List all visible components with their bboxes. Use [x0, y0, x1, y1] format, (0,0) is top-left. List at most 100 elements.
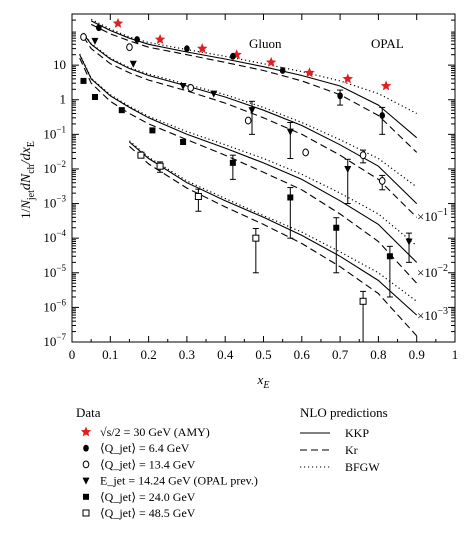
data-point-filled-square	[91, 93, 98, 100]
data-point-filled-circle	[230, 52, 236, 60]
x-tick-label: 0.9	[409, 347, 425, 362]
data-point-open-circle	[187, 83, 195, 92]
data-point-star	[112, 17, 124, 28]
legend-label: ⟨Q_jet⟩ = 6.4 GeV	[100, 441, 190, 455]
x-tick-label: 0	[69, 347, 76, 362]
data-point-filled-square	[149, 127, 156, 134]
x-tick-label: 0.3	[179, 347, 195, 362]
curve-solid-group-1	[90, 20, 418, 139]
data-point-open-circle	[244, 116, 252, 125]
legend-data-title: Data	[76, 405, 101, 420]
data-point-open-square	[359, 297, 367, 305]
y-tick-label: 10−6	[43, 297, 66, 314]
legend-marker-filled-circle	[83, 444, 89, 452]
y-tick-label: 10−5	[43, 263, 66, 280]
data-point-filled-triangle	[344, 165, 352, 173]
legend-label: ⟨Q_jet⟩ = 24.0 GeV	[100, 490, 196, 504]
data-point-open-circle	[80, 33, 87, 41]
legend-line-label: Kr	[345, 443, 358, 457]
legend-line-label: BFGW	[345, 460, 380, 474]
legend-marker-open-circle	[82, 460, 90, 469]
legend-line-label: KKP	[345, 426, 369, 440]
data-point-filled-triangle	[129, 60, 137, 68]
x-tick-label: 0.6	[294, 347, 311, 362]
axes: 0 0.1 0.2 0.3 0.4 0.5 0.6 0.7 0.8 0.9 1 10 1 10−1 10−2…	[43, 13, 459, 362]
data-point-star	[197, 43, 208, 54]
data-point-star	[380, 80, 392, 91]
data-point-open-square	[137, 151, 145, 159]
data-point-filled-circle	[379, 112, 386, 119]
y-axis-label: 1/NjetdNch/dxE	[18, 141, 37, 219]
scale-1-exp: −1	[437, 207, 448, 218]
curve-dashed-group-2	[83, 36, 418, 218]
prediction-curves	[79, 18, 418, 337]
legend-marker-star	[80, 426, 92, 437]
y-tick-label: 10−3	[43, 194, 66, 211]
legend-nlo-title: NLO predictions	[300, 405, 388, 420]
x-tick-label: 1	[452, 347, 459, 362]
scale-annotation-3: ×10−3	[417, 306, 448, 323]
data-point-star	[265, 56, 277, 67]
scale-1-base: ×10	[417, 209, 437, 224]
data-point-filled-square	[386, 253, 393, 260]
data-point-filled-triangle	[248, 107, 256, 115]
data-point-open-square	[156, 162, 164, 170]
scale-annotation-2: ×10−2	[417, 263, 448, 280]
data-point-star	[154, 34, 166, 44]
data-point-filled-square	[180, 139, 187, 146]
data-point-filled-triangle	[179, 82, 187, 90]
data-point-filled-triangle	[286, 128, 294, 136]
legend-label: E_jet = 14.24 GeV (OPAL prev.)	[100, 474, 258, 488]
y-tick-label: 10−1	[43, 124, 66, 141]
scale-3-base: ×10	[417, 308, 437, 323]
x-tick-label: 0.4	[217, 347, 234, 362]
data-point-filled-triangle	[91, 37, 99, 45]
data-point-filled-square	[80, 77, 87, 84]
curve-solid-group-3	[79, 54, 418, 263]
x-tick-label: 0.5	[255, 347, 271, 362]
x-tick-label: 0.1	[102, 347, 118, 362]
opal-annotation: OPAL	[371, 36, 404, 51]
scale-2-exp: −2	[437, 263, 448, 274]
y-tick-label: 10−4	[43, 228, 66, 245]
scale-2-base: ×10	[417, 265, 437, 280]
legend-label: ⟨Q_jet⟩ = 48.5 GeV	[100, 506, 196, 520]
data-point-open-circle	[359, 151, 367, 160]
x-axis-label: xE	[257, 372, 270, 391]
data-point-filled-circle	[134, 36, 140, 43]
legend-marker-filled-triangle	[82, 477, 90, 485]
data-point-filled-triangle	[210, 90, 218, 98]
data-point-filled-square	[333, 224, 340, 231]
legend-label: √s/2 = 30 GeV (AMY)	[100, 425, 210, 439]
data-point-open-square	[252, 234, 260, 242]
y-tick-label: 10	[53, 57, 66, 72]
data-point-filled-circle	[184, 45, 190, 53]
data-point-star	[304, 67, 315, 78]
scale-3-exp: −3	[437, 306, 448, 317]
y-tick-label: 10−2	[43, 159, 66, 176]
data-point-star	[342, 73, 353, 84]
x-tick-label: 0.2	[140, 347, 156, 362]
curve-dashed-group-1	[90, 23, 418, 153]
y-tick-label: 10−7	[43, 332, 66, 349]
y-tick-label: 1	[60, 92, 67, 107]
data-point-filled-circle	[337, 92, 343, 100]
legend-marker-filled-square	[83, 493, 89, 500]
data-point-open-circle	[126, 43, 133, 52]
gluon-annotation: Gluon	[249, 36, 282, 51]
data-point-filled-circle	[96, 24, 102, 32]
x-tick-label: 0.8	[370, 347, 386, 362]
curve-dotted-group-2	[83, 32, 418, 188]
data-point-open-circle	[378, 177, 386, 185]
data-point-open-circle	[302, 148, 309, 157]
data-point-filled-square	[229, 159, 236, 166]
data-points	[80, 17, 413, 342]
data-point-filled-square	[118, 107, 125, 114]
curve-solid-group-2	[83, 33, 418, 204]
data-point-filled-triangle	[405, 238, 413, 246]
data-point-filled-circle	[279, 67, 286, 74]
legend-marker-open-square	[82, 509, 90, 517]
curve-dashed-group-4	[129, 145, 418, 337]
plot-frame	[71, 13, 456, 343]
